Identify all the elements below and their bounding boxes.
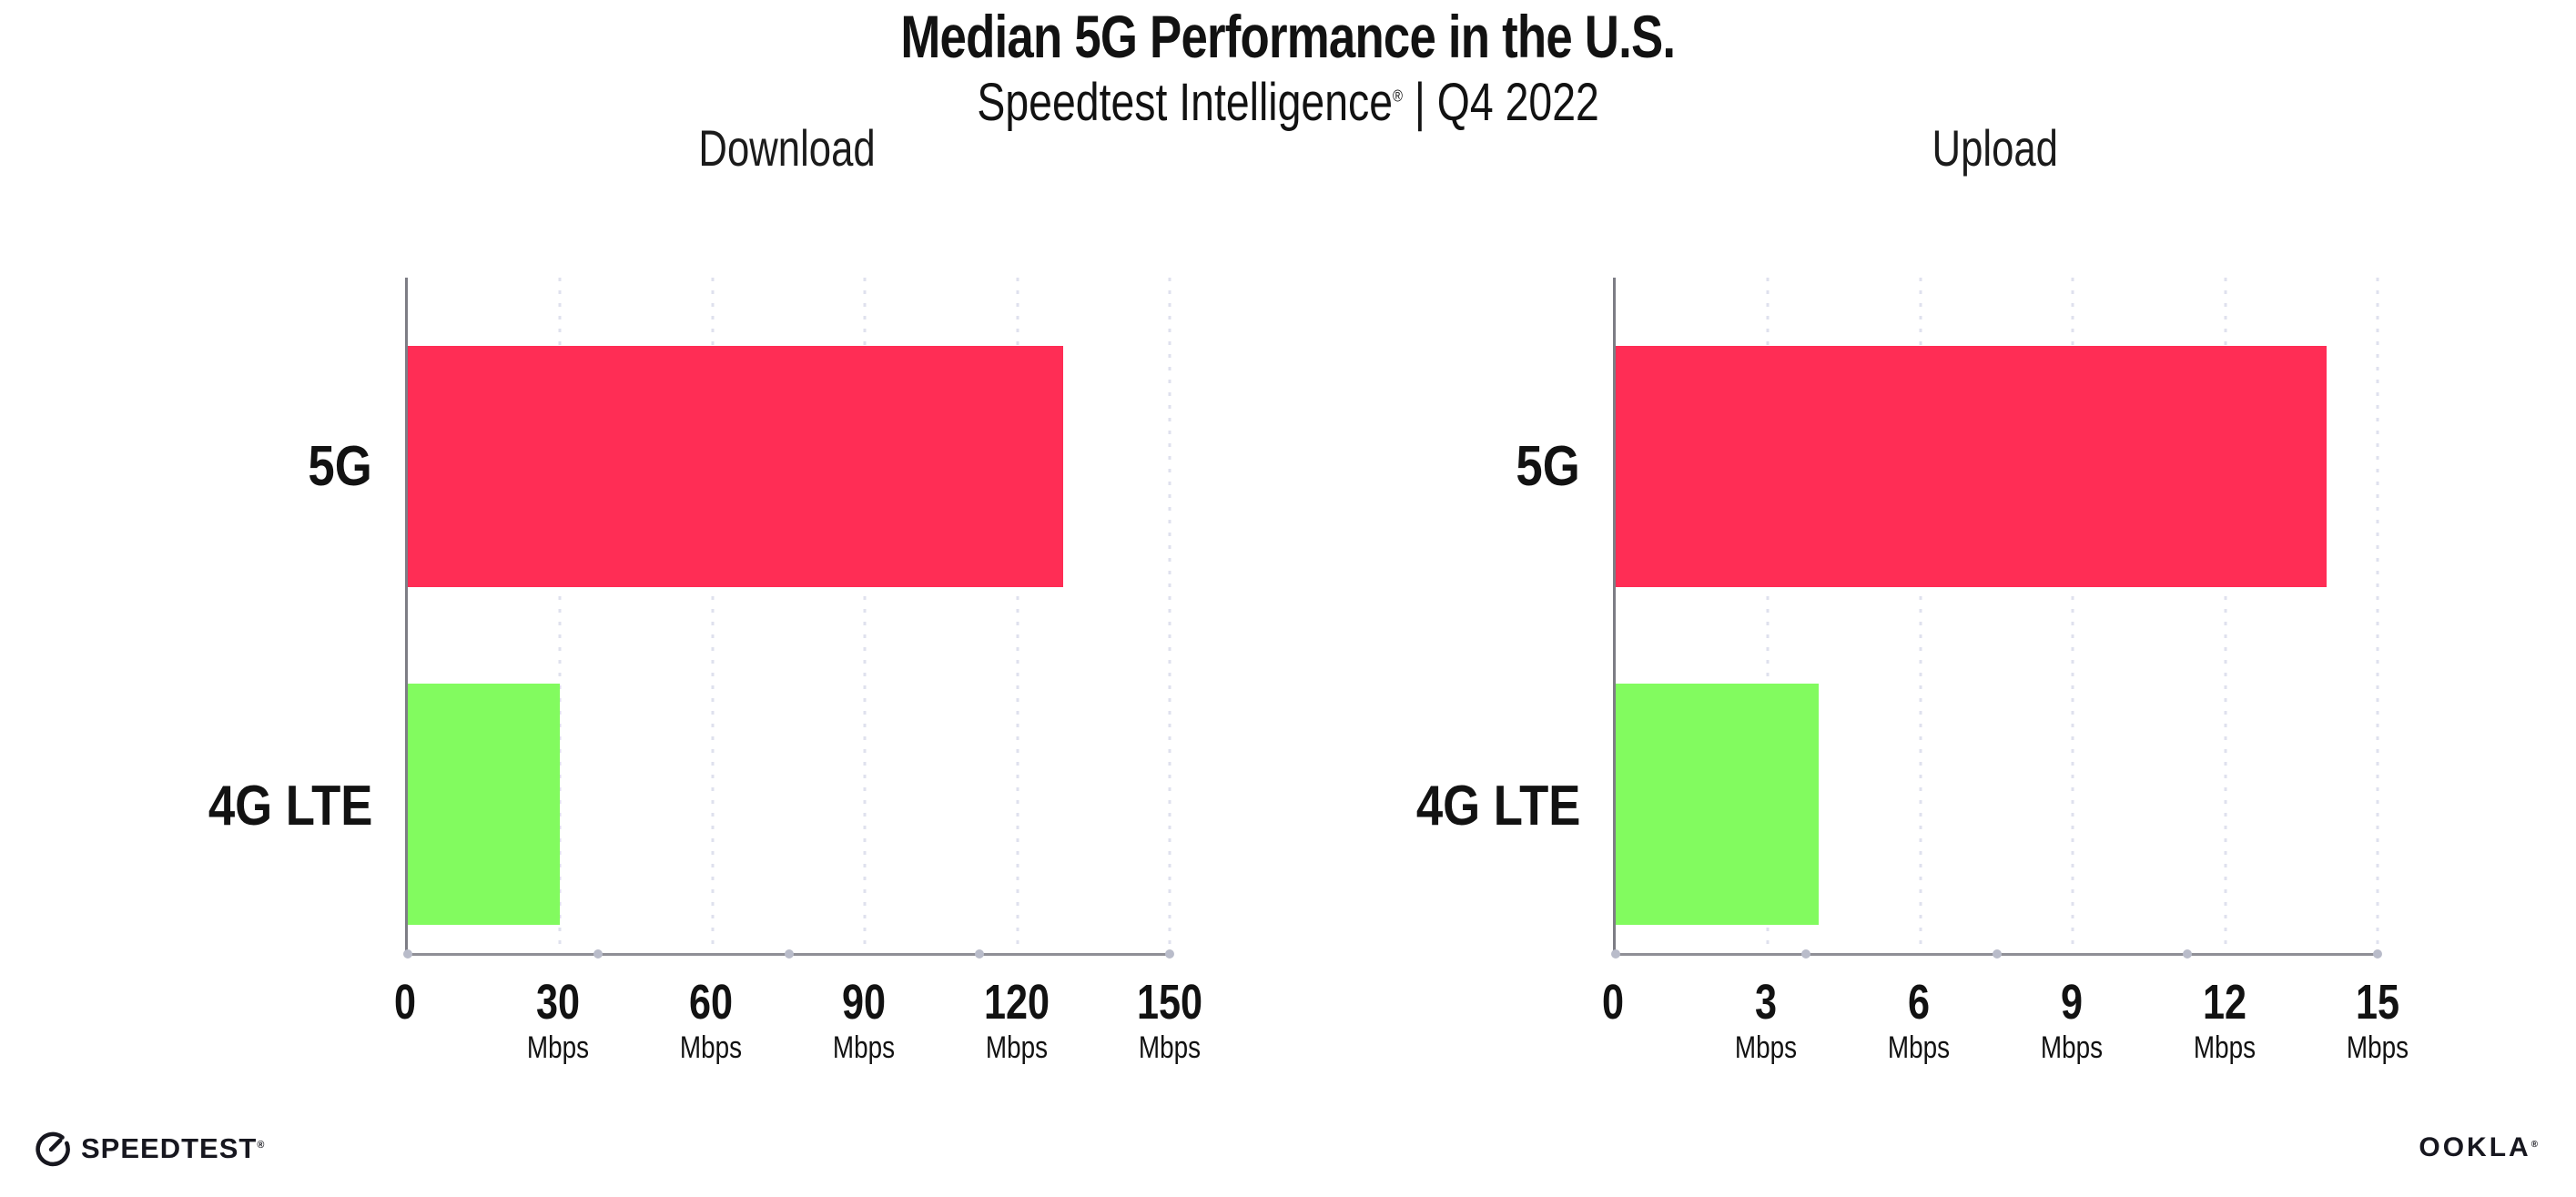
- axis-tick-dot: [593, 949, 603, 959]
- gridline-60: [711, 278, 715, 953]
- x-tick-unit: Mbps: [1887, 1030, 1951, 1065]
- x-tick-unit: Mbps: [679, 1030, 743, 1065]
- x-tick-unit: Mbps: [2346, 1030, 2409, 1065]
- bar-5g: [408, 346, 1063, 587]
- subtitle-brand: Speedtest Intelligence: [977, 73, 1393, 133]
- category-label-row: 4G LTE: [1285, 617, 1580, 957]
- speedtest-logo: SPEEDTEST®: [32, 1128, 264, 1168]
- plot-area: [403, 278, 1174, 959]
- gridline-6: [1919, 278, 1922, 953]
- subtitle-period: | Q4 2022: [1402, 73, 1599, 133]
- y-axis-labels: 5G 4G LTE: [77, 278, 405, 956]
- ookla-logo: OOKLA®: [2419, 1134, 2538, 1161]
- x-tick-12: 12 Mbps: [2186, 978, 2262, 1063]
- speedtest-wordmark: SPEEDTEST®: [81, 1131, 265, 1164]
- x-tick-0: 0: [1599, 978, 1627, 1027]
- x-tick-90: 90 Mbps: [826, 978, 901, 1063]
- x-tick-value: 120: [983, 975, 1050, 1030]
- gridline-120: [1016, 278, 1019, 953]
- registered-mark: ®: [2530, 1140, 2538, 1151]
- x-tick-value: 0: [1601, 975, 1625, 1030]
- bar-row: [1616, 615, 2378, 953]
- x-tick-value: 60: [688, 975, 734, 1030]
- x-tick-0: 0: [391, 978, 419, 1027]
- x-tick-unit: Mbps: [832, 1030, 896, 1065]
- plot-area: [1611, 278, 2382, 959]
- x-axis-ticks: 0 30 Mbps 60 Mbps 90 Mbps 120 Mbps 150 Mbps: [394, 956, 1202, 1101]
- x-tick-value: 0: [393, 975, 417, 1030]
- footer: SPEEDTEST® OOKLA®: [32, 1128, 2538, 1168]
- registered-mark: ®: [1392, 86, 1403, 106]
- axis-tick-dot: [1801, 949, 1811, 959]
- x-tick-unit: Mbps: [985, 1030, 1049, 1065]
- axis-tick-dot: [1992, 949, 2002, 959]
- x-tick-value: 6: [1907, 975, 1931, 1030]
- x-tick-3: 3 Mbps: [1728, 978, 1803, 1063]
- x-tick-value: 12: [2202, 975, 2247, 1030]
- download-chart-title: Download: [698, 119, 877, 177]
- x-tick-value: 9: [2060, 975, 2084, 1030]
- x-tick-value: 150: [1136, 975, 1203, 1030]
- ookla-wordmark: OOKLA: [2419, 1132, 2531, 1162]
- axis-tick-dot: [784, 949, 794, 959]
- x-tick-30: 30 Mbps: [520, 978, 595, 1063]
- axis-tick-dot: [2182, 949, 2192, 959]
- axis-tick-dot: [2373, 949, 2382, 959]
- axis-tick-dot: [403, 949, 412, 959]
- category-label-5g: 5G: [1516, 435, 1580, 498]
- x-tick-value: 3: [1754, 975, 1778, 1030]
- header: Median 5G Performance in the U.S. Speedt…: [0, 0, 2576, 131]
- charts-row: Download 5G 4G LTE 0 30 Mbps 60 Mbps 90 Mbps 120…: [77, 119, 2409, 1101]
- x-tick-120: 120 Mbps: [976, 978, 1058, 1063]
- x-axis-ticks: 0 3 Mbps 6 Mbps 9 Mbps 12 Mbps 15 Mbps: [1602, 956, 2409, 1101]
- gridline-9: [2071, 278, 2074, 953]
- x-tick-value: 30: [535, 975, 581, 1030]
- x-tick-unit: Mbps: [1138, 1030, 1202, 1065]
- x-tick-6: 6 Mbps: [1881, 978, 1956, 1063]
- upload-chart: Upload 5G 4G LTE 0 3 Mbps 6 Mbps 9 Mbps 12 Mbps 15…: [1285, 119, 2409, 1101]
- bar-row: [408, 615, 1170, 953]
- x-tick-unit: Mbps: [1734, 1030, 1798, 1065]
- page-title: Median 5G Performance in the U.S.: [900, 3, 1677, 70]
- axis-tick-dot: [1165, 949, 1174, 959]
- x-tick-unit: Mbps: [526, 1030, 590, 1065]
- x-tick-value: 15: [2355, 975, 2400, 1030]
- category-label-row: 5G: [77, 278, 372, 617]
- gridline-90: [863, 278, 867, 953]
- gridline-150: [1168, 278, 1171, 953]
- x-tick-60: 60 Mbps: [673, 978, 748, 1063]
- axis-tick-dot: [974, 949, 984, 959]
- x-tick-unit: Mbps: [2193, 1030, 2257, 1065]
- download-chart: Download 5G 4G LTE 0 30 Mbps 60 Mbps 90 Mbps 120…: [77, 119, 1202, 1101]
- category-label-row: 5G: [1285, 278, 1580, 617]
- x-tick-15: 15 Mbps: [2339, 978, 2415, 1063]
- y-axis-labels: 5G 4G LTE: [1285, 278, 1613, 956]
- category-label-4g-lte: 4G LTE: [1415, 774, 1580, 837]
- gridline-30: [558, 278, 562, 953]
- bar-row: [1616, 278, 2378, 615]
- x-tick-9: 9 Mbps: [2033, 978, 2109, 1063]
- axis-tick-dot: [1611, 949, 1620, 959]
- bar-row: [408, 278, 1170, 615]
- x-tick-150: 150 Mbps: [1129, 978, 1211, 1063]
- gridline-12: [2224, 278, 2227, 953]
- registered-mark: ®: [257, 1139, 265, 1151]
- category-label-row: 4G LTE: [77, 617, 372, 957]
- bar-4g-lte: [1616, 684, 1820, 925]
- page-subtitle: Speedtest Intelligence® | Q4 2022: [0, 73, 2576, 133]
- gridline-3: [1766, 278, 1770, 953]
- bar-5g: [1616, 346, 2328, 587]
- gridline-15: [2376, 278, 2379, 953]
- speedtest-gauge-icon: [35, 1131, 70, 1167]
- x-tick-value: 90: [841, 975, 887, 1030]
- upload-chart-title: Upload: [1932, 119, 2059, 177]
- category-label-4g-lte: 4G LTE: [208, 774, 372, 837]
- bar-4g-lte: [408, 684, 561, 925]
- category-label-5g: 5G: [308, 435, 372, 498]
- x-tick-unit: Mbps: [2040, 1030, 2104, 1065]
